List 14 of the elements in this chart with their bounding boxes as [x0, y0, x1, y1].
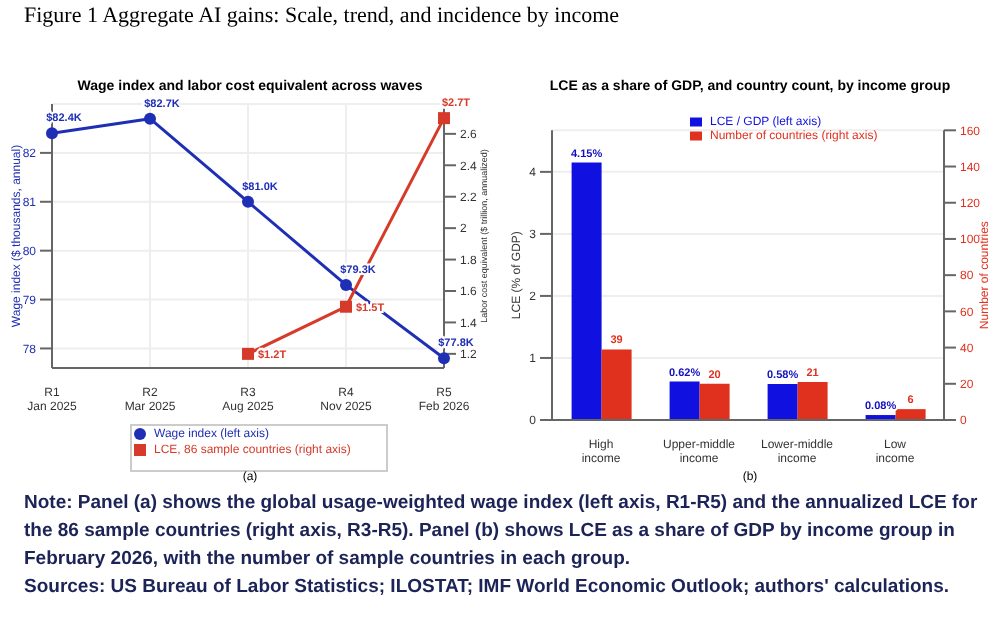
point	[242, 195, 254, 208]
point	[438, 352, 450, 365]
bar	[895, 409, 926, 420]
text: Note: Panel (a) shows the global usage-weighted wage index (left axis, R1-R5) and the annualized LCE for the 86 sample countries (right axis, R3-R5). Panel (b) shows LCE as a share of GDP by income group in February 2026, with the number of sample countries in each group.	[24, 490, 980, 574]
point	[46, 127, 58, 140]
point	[144, 112, 156, 125]
point	[438, 112, 450, 125]
source-note: Sources: US Bureau of Labor Statistics; ILOSTAT; IMF World Economic Outlook; authors' calculations.	[24, 574, 952, 602]
point	[340, 300, 352, 313]
point	[340, 278, 352, 291]
point	[242, 347, 254, 360]
bar	[601, 349, 632, 420]
caption: Figure 1 Aggregate AI gains: Scale, trend, and incidence by income	[24, 4, 620, 28]
bar	[571, 162, 602, 420]
